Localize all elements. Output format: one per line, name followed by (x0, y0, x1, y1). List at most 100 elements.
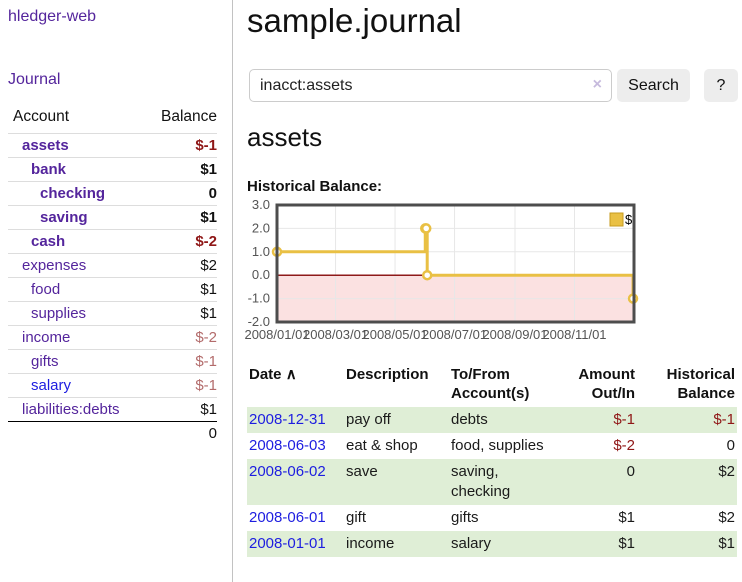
account-balance: 0 (143, 181, 217, 206)
nav-journal-link[interactable]: Journal (8, 71, 61, 88)
balance-cell: 0 (726, 437, 735, 454)
account-link-saving[interactable]: saving (40, 209, 88, 226)
help-button[interactable]: ? (704, 69, 738, 102)
register-row: 2008-12-31 pay off debts $-1 $-1 (247, 407, 737, 433)
account-link-expenses[interactable]: expenses (22, 257, 87, 274)
chart-title: Historical Balance: (247, 178, 383, 195)
historical-balance-chart: 3.0 2.0 1.0 0.0 -1.0 -2.02008/01/012008/03/01… (244, 197, 639, 342)
account-balance: $-2 (143, 325, 217, 350)
account-link-liabilities-debts[interactable]: liabilities:debts (22, 401, 120, 418)
date-link[interactable]: 2008-12-31 (249, 411, 326, 428)
svg-text:3.0: 3.0 (252, 197, 270, 212)
account-link-supplies[interactable]: supplies (31, 305, 87, 322)
account-row: supplies $1 (8, 301, 217, 326)
account-balance: $-1 (143, 349, 217, 374)
register-header-description: Description (346, 366, 429, 383)
brand-link[interactable]: hledger-web (8, 8, 97, 25)
account-balance: $1 (143, 301, 217, 326)
account-link-income[interactable]: income (22, 329, 71, 346)
page-title: sample.journal (247, 2, 462, 39)
register-row: 2008-01-01 income salary $1 $1 (247, 531, 737, 557)
tofrom-cell: food, supplies (451, 437, 544, 454)
register-row: 2008-06-03 eat & shop food, supplies $-2… (247, 433, 737, 459)
register-header-row: Date ∧ Description To/From Account(s) Am… (247, 363, 737, 407)
account-row: food $1 (8, 277, 217, 302)
register-header-date[interactable]: Date ∧ (249, 366, 297, 383)
account-row: saving $1 (8, 205, 217, 230)
accounts-total-value: 0 (143, 421, 217, 445)
balance-cell: $1 (718, 535, 735, 552)
sidebar: hledger-web Journal Account Balance asse… (0, 0, 233, 582)
account-row: gifts $-1 (8, 349, 217, 374)
register-table: Date ∧ Description To/From Account(s) Am… (247, 363, 737, 557)
account-link-bank[interactable]: bank (31, 161, 67, 178)
svg-text:2008/03/01: 2008/03/01 (303, 327, 368, 342)
account-row: cash $-2 (8, 229, 217, 254)
svg-text:$: $ (625, 212, 633, 227)
search-button[interactable]: Search (617, 69, 690, 102)
account-link-salary[interactable]: salary (31, 377, 72, 394)
description-cell: pay off (346, 411, 391, 428)
svg-text:-2.0: -2.0 (248, 314, 270, 329)
svg-text:2008/09/01: 2008/09/01 (482, 327, 547, 342)
svg-text:2008/11/01: 2008/11/01 (542, 327, 606, 342)
account-row: income $-2 (8, 325, 217, 350)
svg-text:1.0: 1.0 (252, 244, 270, 259)
account-balance: $1 (143, 205, 217, 230)
date-link[interactable]: 2008-06-02 (249, 463, 326, 480)
svg-text:2008/01/01: 2008/01/01 (244, 327, 309, 342)
account-row: expenses $2 (8, 253, 217, 278)
accounts-total-row: 0 (8, 421, 217, 445)
search-box: × (249, 69, 612, 102)
svg-text:-1.0: -1.0 (248, 291, 270, 306)
date-link[interactable]: 2008-06-01 (249, 509, 326, 526)
balance-cell: $2 (718, 463, 735, 480)
accounts-table: Account Balance assets $-1 bank $1 checkin… (8, 104, 217, 445)
account-row: assets $-1 (8, 133, 217, 158)
description-cell: income (346, 535, 395, 552)
description-cell: gift (346, 509, 367, 526)
svg-text:2008/05/01: 2008/05/01 (362, 327, 427, 342)
account-row: bank $1 (8, 157, 217, 182)
register-header-amount: Amount Out/In (578, 366, 635, 402)
description-cell: save (346, 463, 378, 480)
account-row: checking 0 (8, 181, 217, 206)
account-balance: $-2 (143, 229, 217, 254)
account-balance: $-1 (143, 133, 217, 158)
tofrom-cell: saving, checking (451, 463, 511, 500)
accounts-header-account: Account (13, 108, 70, 125)
balance-cell: $2 (718, 509, 735, 526)
amount-cell: 0 (626, 463, 635, 480)
account-link-cash[interactable]: cash (31, 233, 66, 250)
amount-cell: $-1 (613, 411, 635, 428)
account-row: salary $-1 (8, 373, 217, 398)
account-balance: $1 (143, 157, 217, 182)
account-balance: $-1 (143, 373, 217, 398)
tofrom-cell: debts (451, 411, 488, 428)
clear-search-icon[interactable]: × (592, 76, 602, 93)
register-row: 2008-06-02 save saving, checking 0 $2 (247, 459, 737, 505)
account-link-assets[interactable]: assets (22, 137, 69, 154)
account-balance: $1 (143, 277, 217, 302)
tofrom-cell: gifts (451, 509, 479, 526)
account-heading: assets (247, 122, 323, 152)
balance-cell: $-1 (713, 411, 735, 428)
svg-text:2008/07/01: 2008/07/01 (422, 327, 487, 342)
account-link-food[interactable]: food (31, 281, 61, 298)
date-link[interactable]: 2008-06-03 (249, 437, 326, 454)
accounts-header-balance: Balance (160, 108, 217, 125)
date-link[interactable]: 2008-01-01 (249, 535, 326, 552)
amount-cell: $1 (618, 509, 635, 526)
account-balance: $1 (143, 397, 217, 422)
register-row: 2008-06-01 gift gifts $1 $2 (247, 505, 737, 531)
account-row: liabilities:debts $1 (8, 397, 217, 422)
tofrom-cell: salary (451, 535, 492, 552)
sort-ascending-icon: ∧ (285, 366, 297, 383)
search-input[interactable] (249, 69, 612, 102)
account-link-checking[interactable]: checking (40, 185, 106, 202)
svg-text:2.0: 2.0 (252, 220, 270, 235)
svg-text:0.0: 0.0 (252, 267, 270, 282)
account-balance: $2 (143, 253, 217, 278)
accounts-header-row: Account Balance (8, 104, 217, 134)
account-link-gifts[interactable]: gifts (31, 353, 59, 370)
